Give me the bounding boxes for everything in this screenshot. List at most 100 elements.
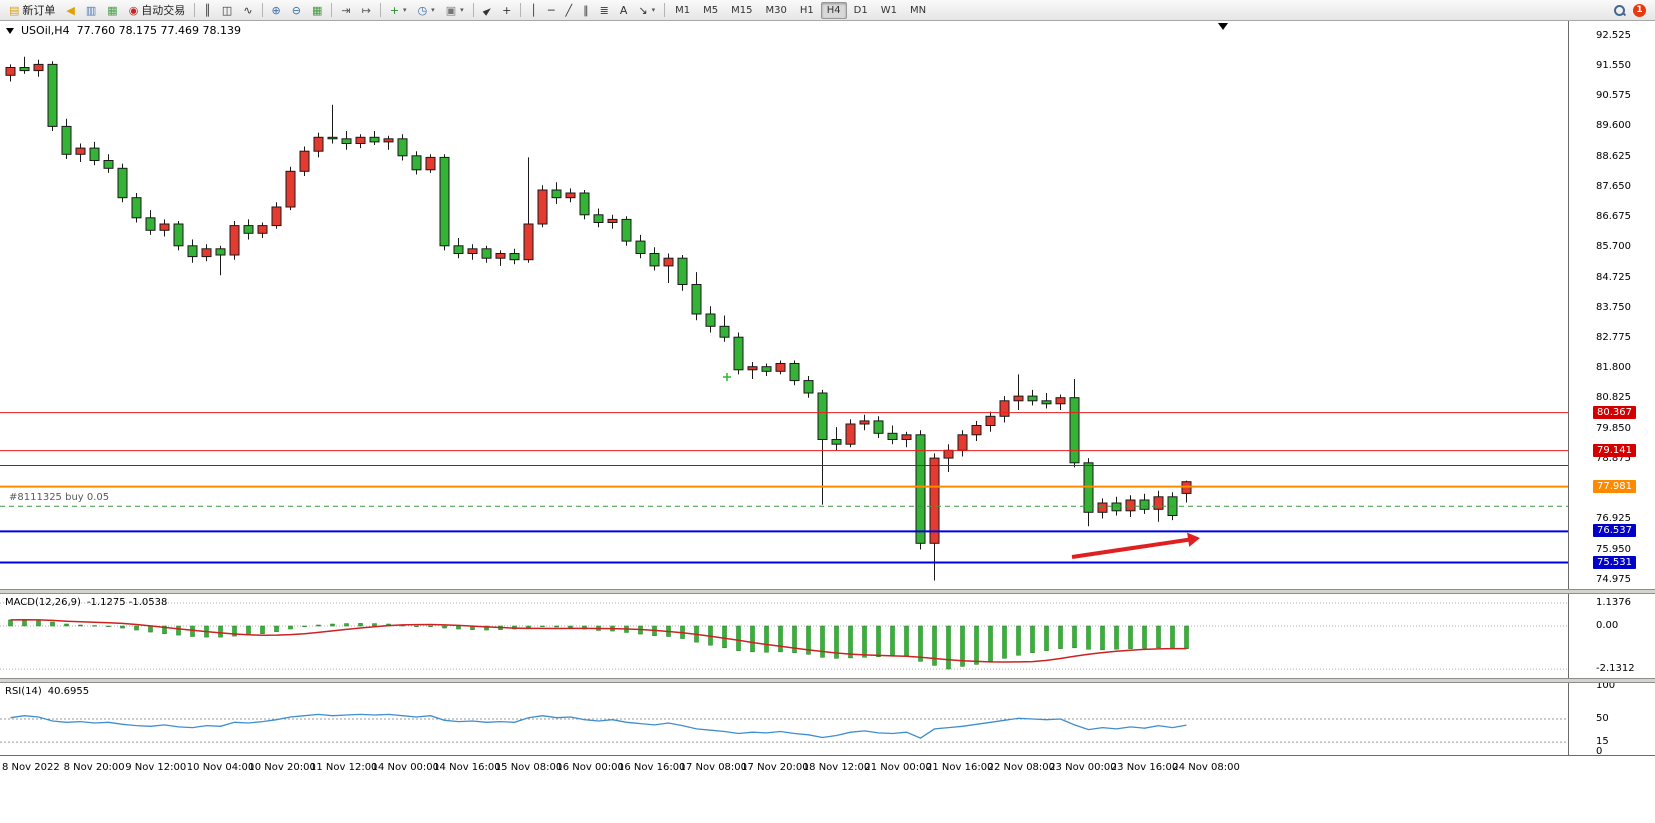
panel-separator[interactable]: [0, 589, 1655, 594]
candlestick-chart-mode-button[interactable]: ◫: [217, 2, 237, 19]
time-axis-label: 17 Nov 20:00: [741, 762, 809, 773]
time-axis-label: 10 Nov 20:00: [248, 762, 316, 773]
text-icon: A: [619, 3, 628, 17]
equidistant-channel-button[interactable]: ∥: [578, 2, 594, 19]
price-label-box: 79.141: [1593, 443, 1636, 457]
chart-shift-button[interactable]: ↦: [357, 2, 376, 19]
time-axis-label: 21 Nov 16:00: [926, 762, 994, 773]
timeframe-m5-button[interactable]: M5: [703, 4, 719, 16]
rsi-axis-label: 50: [1596, 713, 1609, 724]
time-axis-label: 18 Nov 12:00: [802, 762, 871, 773]
vertical-line-icon: │: [530, 3, 537, 17]
zoom-in-icon: ⊕: [271, 3, 281, 17]
templates-button[interactable]: ▣ ▾: [441, 2, 469, 19]
auto-scroll-icon: ⇥: [341, 3, 351, 17]
symbol-label: USOil,H4: [21, 24, 70, 37]
macd-name: MACD(12,26,9): [5, 597, 81, 608]
notification-badge[interactable]: 1: [1633, 3, 1646, 17]
macd-panel[interactable]: [0, 594, 1568, 678]
periods-button[interactable]: ◷ ▾: [413, 2, 440, 19]
time-axis-label: 14 Nov 00:00: [371, 762, 440, 773]
indicators-button[interactable]: + ▾: [385, 2, 412, 19]
crosshair-button[interactable]: +: [497, 2, 516, 19]
equidistant-channel-icon: ∥: [583, 3, 589, 17]
line-chart-mode-icon: ∿: [243, 3, 253, 17]
price-axis-label: 80.825: [1596, 392, 1631, 404]
toolbar-right-group: 1: [1613, 3, 1651, 17]
price-axis-label: 85.700: [1596, 241, 1631, 253]
rsi-axis-label: 100: [1596, 680, 1616, 691]
timeframe-m30-button[interactable]: M30: [765, 4, 787, 16]
price-axis-label: 78.875: [1596, 452, 1631, 464]
macd-label: MACD(12,26,9) -1.1275 -1.0538: [5, 597, 167, 608]
ohlc-values: 77.760 78.175 77.469 78.139: [76, 24, 242, 37]
fibonacci-button[interactable]: ≣: [595, 2, 614, 19]
trendline-button[interactable]: ╱: [561, 2, 578, 19]
arrows-tool-icon: ↘: [638, 3, 648, 17]
search-icon[interactable]: [1613, 4, 1626, 17]
price-axis-label: 74.975: [1596, 573, 1631, 585]
horizontal-line-button[interactable]: ─: [543, 2, 560, 19]
main-price-chart[interactable]: [0, 21, 1568, 589]
toolbar-separator: [379, 3, 381, 17]
vertical-line-button[interactable]: │: [525, 2, 542, 19]
timeframe-h4-button[interactable]: H4: [820, 1, 847, 19]
price-label-box: 76.537: [1593, 524, 1636, 538]
trend-arrow-head: [1187, 532, 1200, 547]
time-axis-label: 17 Nov 08:00: [679, 762, 748, 773]
timeframe-m1-button[interactable]: M1: [675, 4, 691, 16]
toolbar-separator: [664, 3, 666, 17]
toolbar-separator: [331, 3, 333, 17]
bar-chart-mode-button[interactable]: ║: [199, 2, 216, 19]
timeframe-m15-button[interactable]: M15: [731, 4, 753, 16]
auto-scroll-button[interactable]: ⇥: [336, 2, 355, 19]
rsi-name: RSI(14): [5, 686, 42, 697]
chart-shift-end-marker[interactable]: [1218, 23, 1228, 30]
data-window-button[interactable]: ▦: [102, 2, 122, 19]
zoom-out-button[interactable]: ⊖: [287, 2, 306, 19]
price-axis-label: 76.925: [1596, 513, 1631, 525]
market-watch-button[interactable]: ▥: [81, 2, 101, 19]
text-button[interactable]: A: [615, 2, 633, 19]
line-chart-mode-button[interactable]: ∿: [238, 2, 257, 19]
horizontal-line-icon: ─: [547, 3, 555, 17]
cursor-button[interactable]: ►: [478, 2, 496, 19]
sound-alert-icon: ◀: [66, 3, 75, 17]
rsi-value: 40.6955: [47, 686, 90, 697]
auto-trading-button[interactable]: ◉ 自动交易: [124, 2, 191, 19]
dropdown-caret-icon: ▾: [431, 6, 435, 14]
trendline-icon: ╱: [565, 3, 573, 17]
indicators-icon: +: [389, 3, 400, 17]
timeframe-h1-button[interactable]: H1: [799, 4, 814, 16]
rsi-panel[interactable]: [0, 683, 1568, 755]
chart-shift-icon: ↦: [361, 3, 371, 17]
templates-icon: ▣: [445, 3, 457, 17]
trend-arrow-annotation[interactable]: [1071, 537, 1191, 559]
timeframe-w1-button[interactable]: W1: [880, 4, 897, 16]
arrows-tool-button[interactable]: ↘ ▾: [633, 2, 660, 19]
panel-separator[interactable]: [0, 678, 1655, 683]
price-label-box: 77.981: [1593, 479, 1636, 493]
sound-alert-button[interactable]: ◀: [61, 2, 79, 19]
candlestick-series: [5, 56, 1192, 581]
tile-windows-icon: ▦: [311, 3, 323, 17]
tile-windows-button[interactable]: ▦: [307, 2, 327, 19]
price-axis-label: 89.600: [1596, 120, 1631, 132]
macd-axis-label: 0.00: [1596, 620, 1619, 631]
price-axis-label: 84.725: [1596, 271, 1631, 283]
zoom-in-button[interactable]: ⊕: [267, 2, 286, 19]
chart-window[interactable]: USOil,H4 77.760 78.175 77.469 78.139 MAC…: [0, 21, 1655, 823]
time-axis[interactable]: 8 Nov 2022 8 Nov 20:00 9 Nov 12:00 10 Nov 0…: [0, 755, 1655, 779]
price-axis-label: 79.850: [1596, 422, 1631, 434]
price-axis[interactable]: 92.525 91.550 90.575 89.600 88.625 87.650 86.6…: [1568, 21, 1655, 757]
new-order-label: 新订单: [22, 4, 56, 17]
time-axis-label: 11 Nov 12:00: [310, 762, 378, 773]
timeframe-mn-button[interactable]: MN: [909, 4, 927, 16]
price-axis-label: 88.625: [1596, 150, 1631, 162]
price-label-box: 75.531: [1593, 555, 1636, 569]
new-order-button[interactable]: ▤ 新订单: [4, 2, 60, 19]
candlestick-chart-mode-icon: ◫: [221, 3, 233, 17]
price-axis-label: 90.575: [1596, 90, 1631, 102]
rsi-axis-label: 0: [1596, 746, 1603, 757]
timeframe-d1-button[interactable]: D1: [853, 4, 868, 16]
